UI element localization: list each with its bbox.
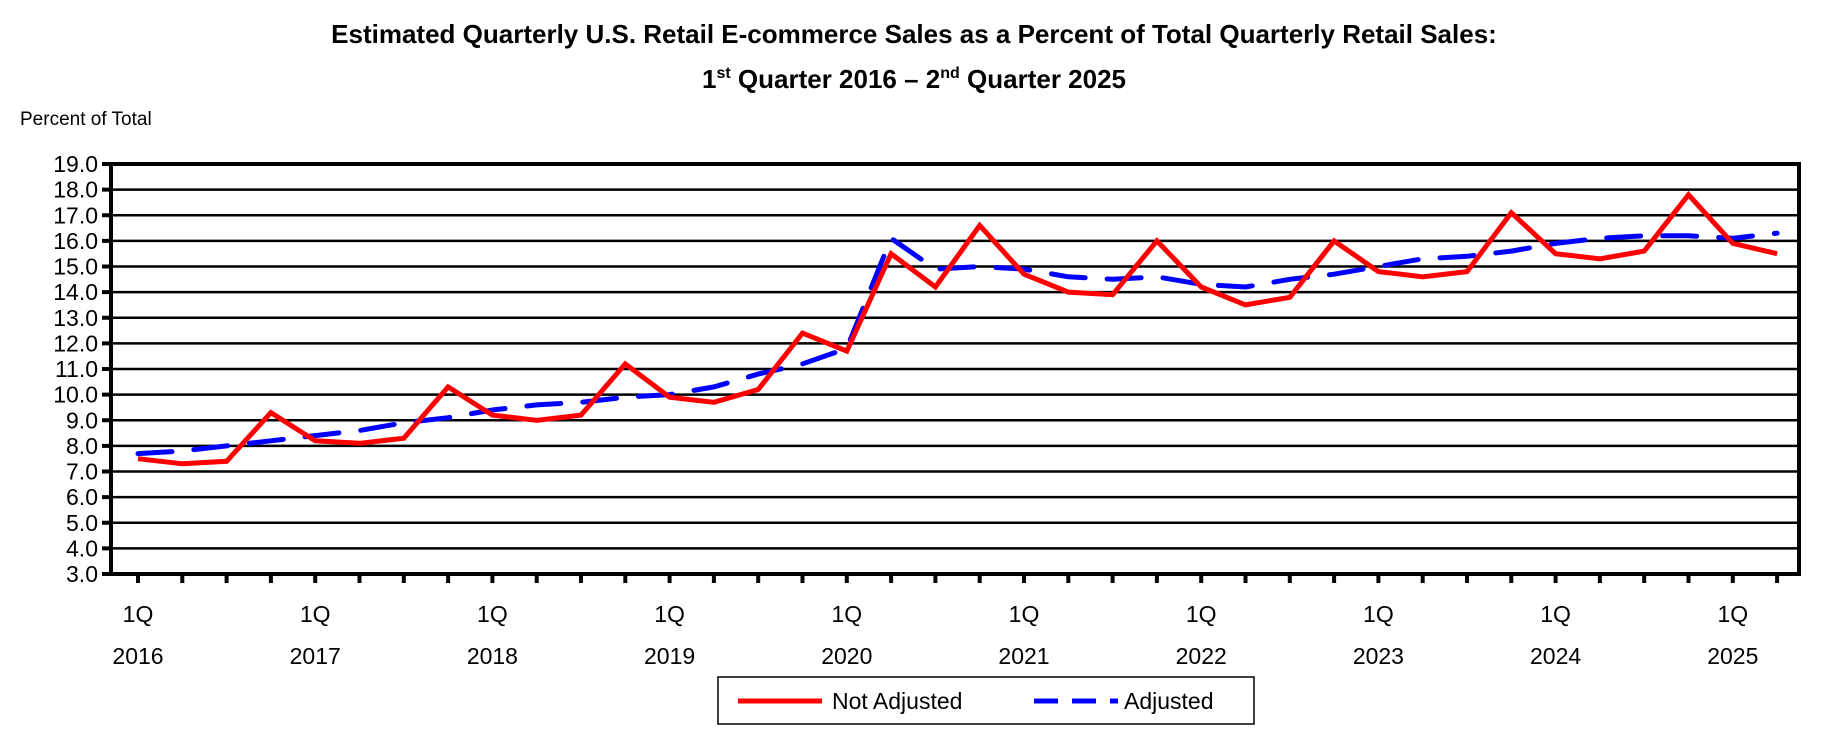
y-tick-label: 18.0 — [53, 177, 98, 203]
chart-title-line2: 1st Quarter 2016 – 2nd Quarter 2025 — [702, 64, 1126, 94]
chart-title-line1: Estimated Quarterly U.S. Retail E-commer… — [331, 19, 1497, 49]
y-axis-label: Percent of Total — [20, 109, 152, 130]
y-tick-labels: 3.04.05.06.07.08.09.010.011.012.013.014.… — [53, 151, 98, 587]
x-tick-label-quarter: 1Q — [477, 601, 508, 627]
x-tick-label-quarter: 1Q — [654, 601, 685, 627]
x-tick-label-year: 2021 — [998, 643, 1049, 669]
y-tick-label: 12.0 — [53, 330, 98, 356]
series-lines — [138, 195, 1777, 464]
x-tick-label-year: 2024 — [1530, 643, 1581, 669]
x-tick-label-quarter: 1Q — [123, 601, 154, 627]
legend-label-not-adjusted: Not Adjusted — [832, 688, 962, 714]
y-tick-label: 17.0 — [53, 202, 98, 228]
y-tick-label: 15.0 — [53, 254, 98, 280]
y-tick-label: 8.0 — [66, 433, 98, 459]
y-tick-label: 3.0 — [66, 561, 98, 587]
y-tick-label: 7.0 — [66, 459, 98, 485]
legend: Not Adjusted Adjusted — [718, 677, 1254, 724]
y-tick-label: 13.0 — [53, 305, 98, 331]
y-tick-label: 4.0 — [66, 535, 98, 561]
x-tick-label-quarter: 1Q — [1186, 601, 1217, 627]
y-tick-label: 19.0 — [53, 151, 98, 177]
legend-label-adjusted: Adjusted — [1124, 688, 1214, 714]
x-tick-label-quarter: 1Q — [1540, 601, 1571, 627]
x-tick-label-year: 2023 — [1353, 643, 1404, 669]
x-tick-label-year: 2017 — [290, 643, 341, 669]
x-tick-labels: 1Q 2016 1Q 2017 1Q 2018 1Q 2019 1Q 2020 1Q 2021 1Q 20… — [112, 601, 1758, 669]
y-tick-label: 16.0 — [53, 228, 98, 254]
y-tick-label: 6.0 — [66, 484, 98, 510]
y-tick-label: 14.0 — [53, 279, 98, 305]
x-tick-label-quarter: 1Q — [831, 601, 862, 627]
x-tick-label-quarter: 1Q — [1363, 601, 1394, 627]
x-tick-label-year: 2020 — [821, 643, 872, 669]
y-tick-label: 5.0 — [66, 510, 98, 536]
x-tick-label-year: 2022 — [1176, 643, 1227, 669]
gridlines — [102, 164, 1799, 583]
x-tick-label-year: 2016 — [112, 643, 163, 669]
x-tick-label-year: 2018 — [467, 643, 518, 669]
x-tick-label-quarter: 1Q — [300, 601, 331, 627]
y-tick-label: 11.0 — [55, 356, 98, 382]
x-tick-label-quarter: 1Q — [1717, 601, 1748, 627]
x-tick-label-year: 2019 — [644, 643, 695, 669]
y-tick-label: 10.0 — [53, 382, 98, 408]
y-tick-label: 9.0 — [66, 407, 98, 433]
x-tick-label-year: 2025 — [1707, 643, 1758, 669]
x-tick-label-quarter: 1Q — [1009, 601, 1040, 627]
series-line-not-adjusted — [138, 195, 1777, 464]
